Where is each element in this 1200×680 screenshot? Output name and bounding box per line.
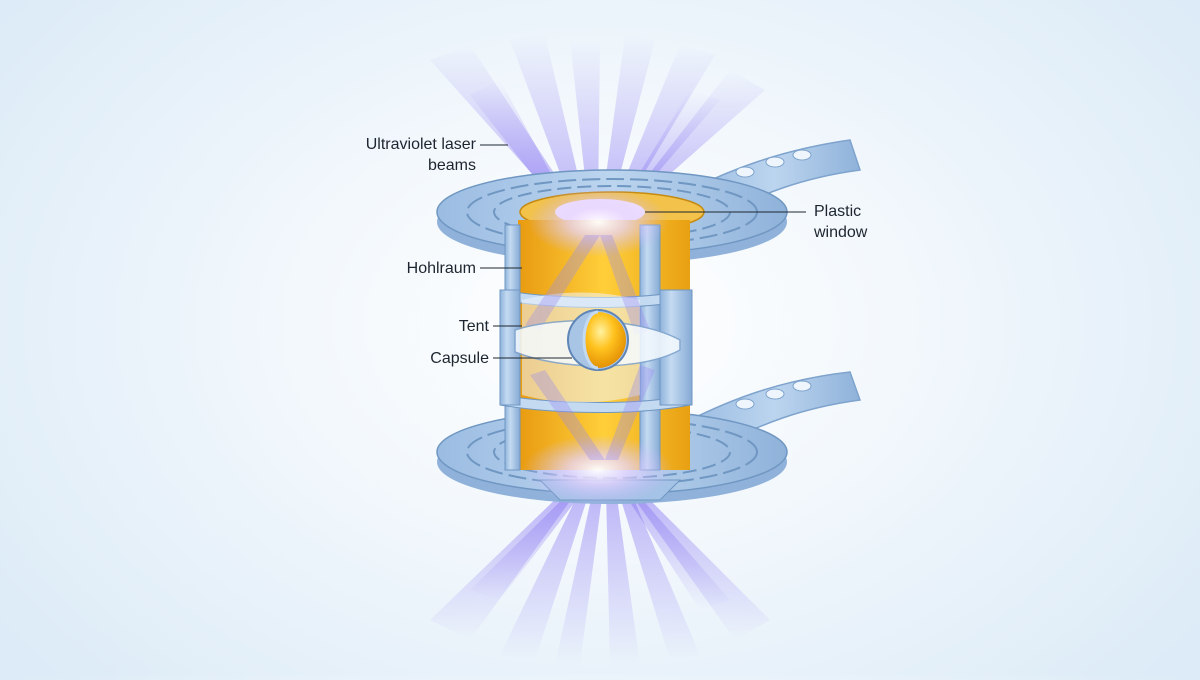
label-hohlraum-text: Hohlraum xyxy=(406,260,476,277)
label-uv-laser-line2: beams xyxy=(427,157,476,174)
label-capsule-text: Capsule xyxy=(430,350,489,367)
lower-laser-glow xyxy=(523,435,673,505)
internal-laser-beams xyxy=(525,235,655,460)
label-hohlraum: Hohlraum xyxy=(360,258,476,279)
leader-lines xyxy=(480,144,806,359)
label-tent: Tent xyxy=(400,316,489,337)
upper-laser-glow xyxy=(528,187,668,257)
lower-laser-beams xyxy=(430,490,770,665)
label-tent-text: Tent xyxy=(458,318,489,335)
label-plastic-window-line1: Plastic xyxy=(814,203,862,220)
label-plastic-window-line2: window xyxy=(814,224,868,241)
label-capsule: Capsule xyxy=(380,348,489,369)
label-uv-laser-beams: Ultraviolet laser beams xyxy=(300,134,476,176)
label-plastic-window: Plastic window xyxy=(814,201,934,243)
label-uv-laser-line1: Ultraviolet laser xyxy=(365,136,476,153)
capsule-sphere xyxy=(567,309,629,371)
